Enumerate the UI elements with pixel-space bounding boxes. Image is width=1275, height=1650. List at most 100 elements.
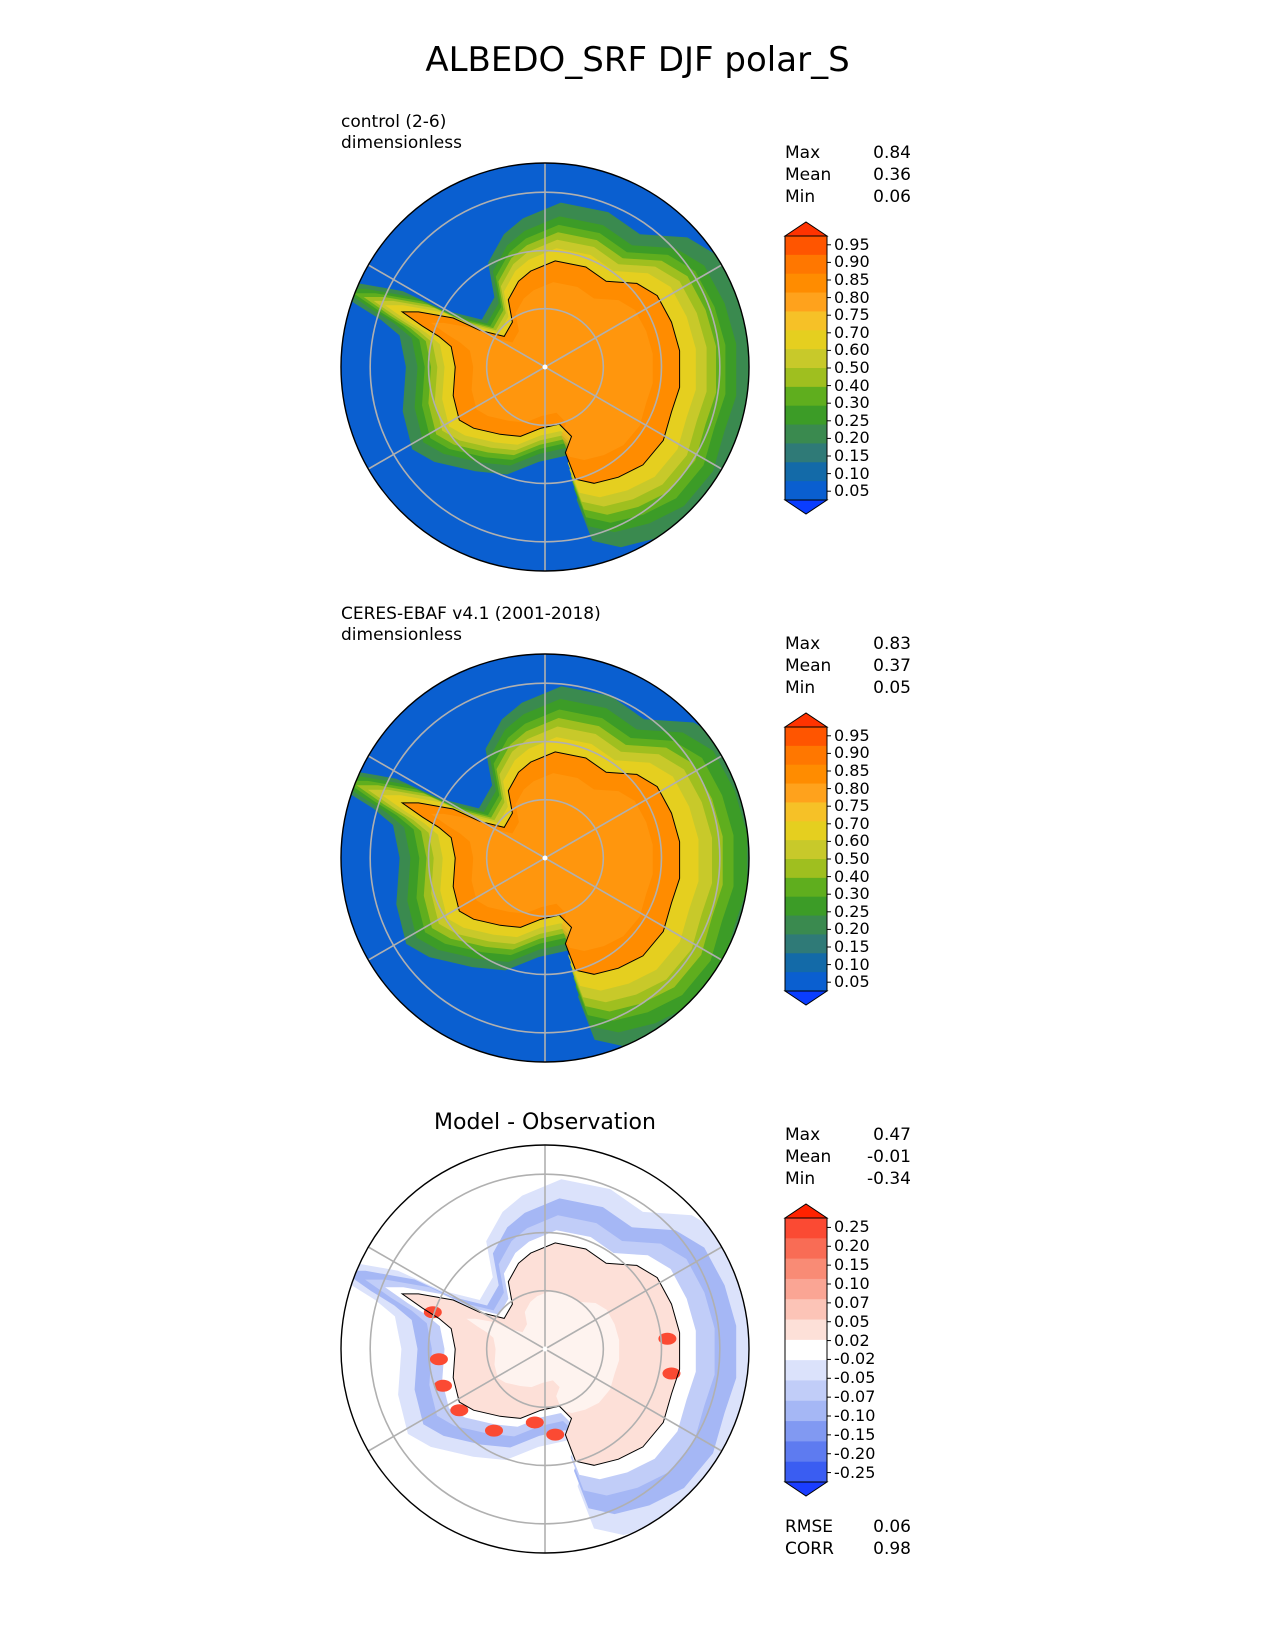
- colorbar-tick-label: 0.05: [834, 1311, 870, 1331]
- colorbar-swatch: [785, 1278, 827, 1300]
- colorbar-swatch: [785, 254, 827, 275]
- colorbar-tick-label: 0.85: [834, 270, 870, 289]
- colorbar-extend-max: [783, 712, 829, 728]
- diff-hotspot: [658, 1332, 677, 1345]
- stat-mean: Mean 0.37: [785, 656, 911, 677]
- stat-label: Max: [785, 1125, 821, 1145]
- coastline: [400, 260, 681, 484]
- colorbar-tick-label: 0.75: [834, 796, 870, 816]
- figure-title: ALBEDO_SRF DJF polar_S: [425, 40, 850, 80]
- diff-hotspot: [450, 1404, 469, 1417]
- pole-marker: [542, 855, 548, 861]
- colorbar-swatch: [785, 934, 827, 954]
- diff-hotspot: [434, 1379, 452, 1392]
- colorbar-swatch: [785, 1319, 827, 1341]
- stat-value: 0.47: [873, 1125, 911, 1145]
- map-boundary: [340, 653, 750, 1063]
- diff-contour: [466, 1290, 620, 1413]
- colorbar-tick-label: -0.02: [834, 1349, 876, 1369]
- colorbar-tick-label: 0.75: [834, 305, 870, 325]
- colorbar-tick-label: 0.10: [834, 1274, 870, 1293]
- colorbar-tick-label: 0.80: [834, 778, 870, 798]
- meridian-line: [367, 1348, 546, 1452]
- colorbar-tick-label: 0.95: [834, 725, 870, 745]
- meridian-line: [367, 264, 546, 368]
- colorbar-extend-min: [783, 499, 829, 515]
- stat-max: Max 0.83: [785, 634, 911, 655]
- colorbar-tick-label: 0.90: [834, 252, 870, 272]
- stat-max: Max 0.47: [785, 1125, 911, 1146]
- colorbar-tick-label: -0.05: [834, 1368, 876, 1388]
- meridian-line: [544, 1246, 723, 1350]
- metric-rmse: RMSE 0.06: [785, 1517, 911, 1538]
- colorbar-tick-label: -0.25: [834, 1462, 876, 1482]
- stat-label: Min: [785, 1169, 816, 1189]
- colorbar-tick-label: -0.07: [834, 1387, 876, 1407]
- stat-value: -0.01: [867, 1147, 911, 1167]
- colorbar-swatch: [785, 386, 827, 407]
- meridian-line: [544, 264, 723, 368]
- colorbar-swatch: [785, 727, 827, 747]
- colorbar-tick-label: 0.15: [834, 446, 870, 465]
- colorbar-tick-label: 0.70: [834, 322, 870, 342]
- stat-min: Min -0.34: [785, 1169, 911, 1190]
- colorbar-swatch: [785, 1380, 827, 1402]
- colorbar-tick-label: 0.20: [834, 428, 870, 448]
- colorbar-tick-label: 0.60: [834, 831, 870, 851]
- pole-marker: [542, 364, 548, 370]
- coastline: [400, 1242, 681, 1466]
- colorbar-extend-max: [783, 221, 829, 237]
- metric-corr: CORR 0.98: [785, 1539, 911, 1560]
- meridian-line: [367, 755, 546, 859]
- stat-label: Min: [785, 187, 816, 207]
- colorbar-swatch: [785, 745, 827, 766]
- colorbar-tick-label: 0.25: [834, 901, 870, 921]
- colorbar-tick-label: 0.07: [834, 1292, 870, 1312]
- colorbar-swatch: [785, 1461, 827, 1483]
- stat-label: Max: [785, 143, 821, 163]
- stat-value: 0.83: [873, 634, 911, 654]
- pole-marker: [542, 1346, 548, 1352]
- colorbar-tick-label: 0.20: [834, 1236, 870, 1256]
- meridian-line: [367, 1246, 546, 1350]
- stat-label: Max: [785, 634, 821, 654]
- colorbar-swatch: [785, 802, 827, 822]
- colorbar-swatch: [785, 349, 827, 369]
- colorbar-swatch: [785, 877, 827, 898]
- colorbar-tick-label: 0.10: [834, 954, 870, 974]
- stat-value: 0.06: [873, 187, 911, 207]
- colorbar-tick-label: 0.40: [834, 866, 870, 886]
- stat-value: 0.37: [873, 656, 911, 676]
- meridian-line: [544, 366, 723, 470]
- map-boundary: [340, 1144, 750, 1554]
- ice-sheet-contour: [402, 751, 680, 975]
- colorbar-extend-max: [783, 1203, 829, 1219]
- colorbar-tick-label: 0.25: [834, 1217, 870, 1237]
- meridian-line: [544, 755, 723, 859]
- colorbar-swatch: [785, 1441, 827, 1463]
- colorbar-tick-label: 0.05: [834, 972, 870, 992]
- colorbar-tick-label: -0.10: [834, 1406, 876, 1425]
- map-field: [341, 1145, 749, 1553]
- diff-hotspot: [525, 1416, 544, 1429]
- metric-label: RMSE: [785, 1517, 834, 1537]
- colorbar-swatch: [785, 462, 827, 482]
- colorbar-0: [783, 221, 831, 515]
- colorbar-swatch: [785, 1218, 827, 1239]
- colorbar-swatch: [785, 424, 827, 444]
- stat-label: Mean: [785, 656, 832, 676]
- colorbar-tick-label: -0.15: [834, 1424, 876, 1444]
- colorbar-swatch: [785, 1360, 827, 1381]
- stat-label: Mean: [785, 1147, 832, 1167]
- ice-sheet-inner: [430, 773, 653, 951]
- colorbar-swatch: [785, 859, 827, 879]
- stat-label: Mean: [785, 165, 832, 185]
- map-field: [341, 654, 749, 1062]
- colorbar-swatch: [785, 330, 827, 350]
- stat-value: -0.34: [867, 1169, 911, 1189]
- meridian-line: [367, 857, 546, 961]
- colorbar-tick-label: 0.85: [834, 761, 870, 780]
- panel-units: dimensionless: [341, 625, 462, 645]
- colorbar-swatch: [785, 273, 827, 294]
- colorbar-extend-min: [783, 990, 829, 1006]
